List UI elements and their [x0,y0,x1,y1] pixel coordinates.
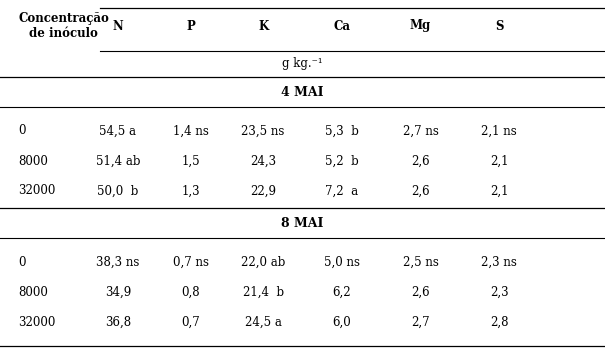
Text: 8000: 8000 [18,154,48,168]
Text: 1,3: 1,3 [182,185,200,197]
Text: 0,7 ns: 0,7 ns [172,256,209,268]
Text: 2,8: 2,8 [490,316,508,328]
Text: 6,2: 6,2 [333,285,351,299]
Text: S: S [495,20,503,33]
Text: 32000: 32000 [18,185,56,197]
Text: 5,2  b: 5,2 b [325,154,359,168]
Text: 21,4  b: 21,4 b [243,285,284,299]
Text: 2,7 ns: 2,7 ns [402,125,439,137]
Text: 0: 0 [18,125,25,137]
Text: 2,1 ns: 2,1 ns [481,125,517,137]
Text: 4 MAI: 4 MAI [281,86,324,98]
Text: 2,6: 2,6 [411,185,430,197]
Text: 8000: 8000 [18,285,48,299]
Text: 0,7: 0,7 [182,316,200,328]
Text: K: K [258,20,268,33]
Text: 2,6: 2,6 [411,285,430,299]
Text: 24,5 a: 24,5 a [245,316,281,328]
Text: 32000: 32000 [18,316,56,328]
Text: N: N [113,20,123,33]
Text: 7,2  a: 7,2 a [325,185,358,197]
Text: 24,3: 24,3 [250,154,276,168]
Text: 22,9: 22,9 [250,185,276,197]
Text: 38,3 ns: 38,3 ns [96,256,140,268]
Text: 1,4 ns: 1,4 ns [172,125,209,137]
Text: 2,3: 2,3 [490,285,508,299]
Text: 23,5 ns: 23,5 ns [241,125,285,137]
Text: 0,8: 0,8 [182,285,200,299]
Text: 54,5 a: 54,5 a [99,125,137,137]
Text: 5,0 ns: 5,0 ns [324,256,360,268]
Text: 2,1: 2,1 [490,185,508,197]
Text: 0: 0 [18,256,25,268]
Text: P: P [186,20,195,33]
Text: 2,3 ns: 2,3 ns [481,256,517,268]
Text: 1,5: 1,5 [182,154,200,168]
Text: 2,6: 2,6 [411,154,430,168]
Text: 2,7: 2,7 [411,316,430,328]
Text: 6,0: 6,0 [333,316,351,328]
Text: 36,8: 36,8 [105,316,131,328]
Text: 8 MAI: 8 MAI [281,217,324,229]
Text: 34,9: 34,9 [105,285,131,299]
Text: 50,0  b: 50,0 b [97,185,139,197]
Text: Ca: Ca [333,20,350,33]
Text: g kg.⁻¹: g kg.⁻¹ [282,58,323,71]
Text: 2,5 ns: 2,5 ns [402,256,439,268]
Text: 2,1: 2,1 [490,154,508,168]
Text: Concentração
de inóculo: Concentração de inóculo [18,12,109,40]
Text: Mg: Mg [410,20,431,33]
Text: 51,4 ab: 51,4 ab [96,154,140,168]
Text: 22,0 ab: 22,0 ab [241,256,286,268]
Text: 5,3  b: 5,3 b [325,125,359,137]
